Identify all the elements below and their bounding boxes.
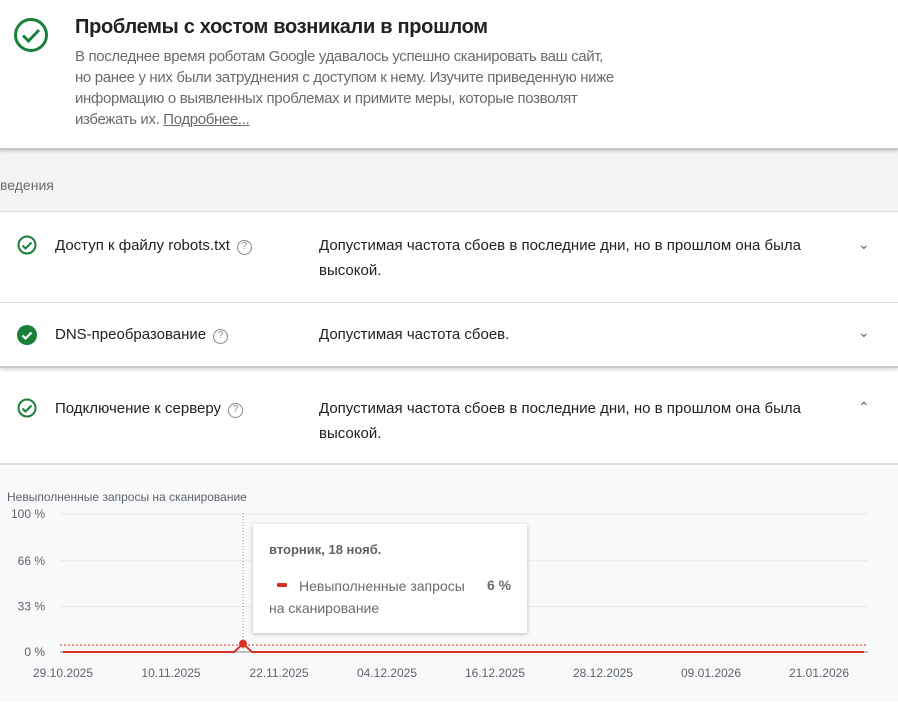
check-circle-icon (14, 18, 48, 52)
row-robots-txt[interactable]: Доступ к файлу robots.txt? Допустимая ча… (0, 212, 898, 303)
check-circle-outline-icon (17, 235, 37, 255)
x-tick-label: 16.12.2025 (465, 666, 525, 680)
row-name: Доступ к файлу robots.txt? (55, 237, 252, 255)
status-header: Проблемы с хостом возникали в прошлом В … (0, 0, 898, 150)
y-tick-label: 33 % (18, 599, 46, 613)
row-status: Допустимая частота сбоев в последние дни… (319, 400, 801, 442)
chevron-down-icon[interactable]: ⌄ (858, 236, 870, 252)
section-label: ведения (0, 177, 54, 193)
x-tick-label: 09.01.2026 (681, 666, 741, 680)
x-tick-label: 28.12.2025 (573, 666, 633, 680)
header-description: В последнее время роботам Google удавало… (75, 46, 614, 130)
data-point (239, 639, 247, 648)
help-icon[interactable]: ? (213, 329, 229, 344)
chevron-down-icon[interactable]: ⌄ (858, 324, 870, 340)
check-circle-filled-icon (17, 325, 37, 345)
y-tick-label: 66 % (18, 554, 46, 568)
help-icon[interactable]: ? (236, 240, 252, 255)
chevron-up-icon[interactable]: ⌃ (858, 399, 870, 415)
description-line: В последнее время роботам Google удавало… (75, 48, 603, 65)
description-line: но ранее у них были затруднения с доступ… (75, 69, 614, 86)
tooltip-date: вторник, 18 нояб. (269, 542, 382, 557)
x-tick-label: 04.12.2025 (357, 666, 417, 680)
row-name: Подключение к серверу? (55, 400, 244, 418)
x-tick-label: 21.01.2026 (789, 666, 849, 680)
chart-title: Невыполненные запросы на сканирование (7, 490, 247, 504)
x-tick-label: 29.10.2025 (33, 666, 93, 680)
tooltip-series: Невыполненные запросы на сканирование (269, 578, 465, 616)
check-circle-outline-icon (17, 398, 37, 418)
row-dns[interactable]: DNS-преобразование? Допустимая частота с… (0, 303, 898, 368)
section-header: ведения (0, 150, 898, 212)
chart-panel: Невыполненные запросы на сканирование 10… (0, 464, 898, 702)
series-line (63, 642, 864, 653)
row-status: Допустимая частота сбоев в последние дни… (319, 237, 801, 279)
series-swatch (277, 583, 287, 587)
learn-more-link[interactable]: Подробнее... (163, 111, 250, 128)
row-name: DNS-преобразование? (55, 326, 229, 344)
y-tick-label: 100 % (11, 507, 45, 521)
chart-tooltip: вторник, 18 нояб. Невыполненные запросы … (253, 524, 527, 633)
description-line: информацию о выявленных проблемах и прим… (75, 90, 578, 107)
x-tick-label: 22.11.2025 (249, 666, 308, 680)
row-status: Допустимая частота сбоев. (319, 326, 510, 343)
line-chart: Невыполненные запросы на сканирование 10… (7, 490, 868, 680)
y-tick-label: 0 % (24, 645, 45, 659)
page-title: Проблемы с хостом возникали в прошлом (75, 16, 488, 38)
x-tick-label: 10.11.2025 (141, 666, 200, 680)
description-line: избежать их. (75, 111, 160, 128)
tooltip-value: 6 % (487, 577, 512, 593)
help-icon[interactable]: ? (228, 403, 244, 418)
row-server-connection[interactable]: Подключение к серверу? Допустимая частот… (0, 375, 898, 464)
